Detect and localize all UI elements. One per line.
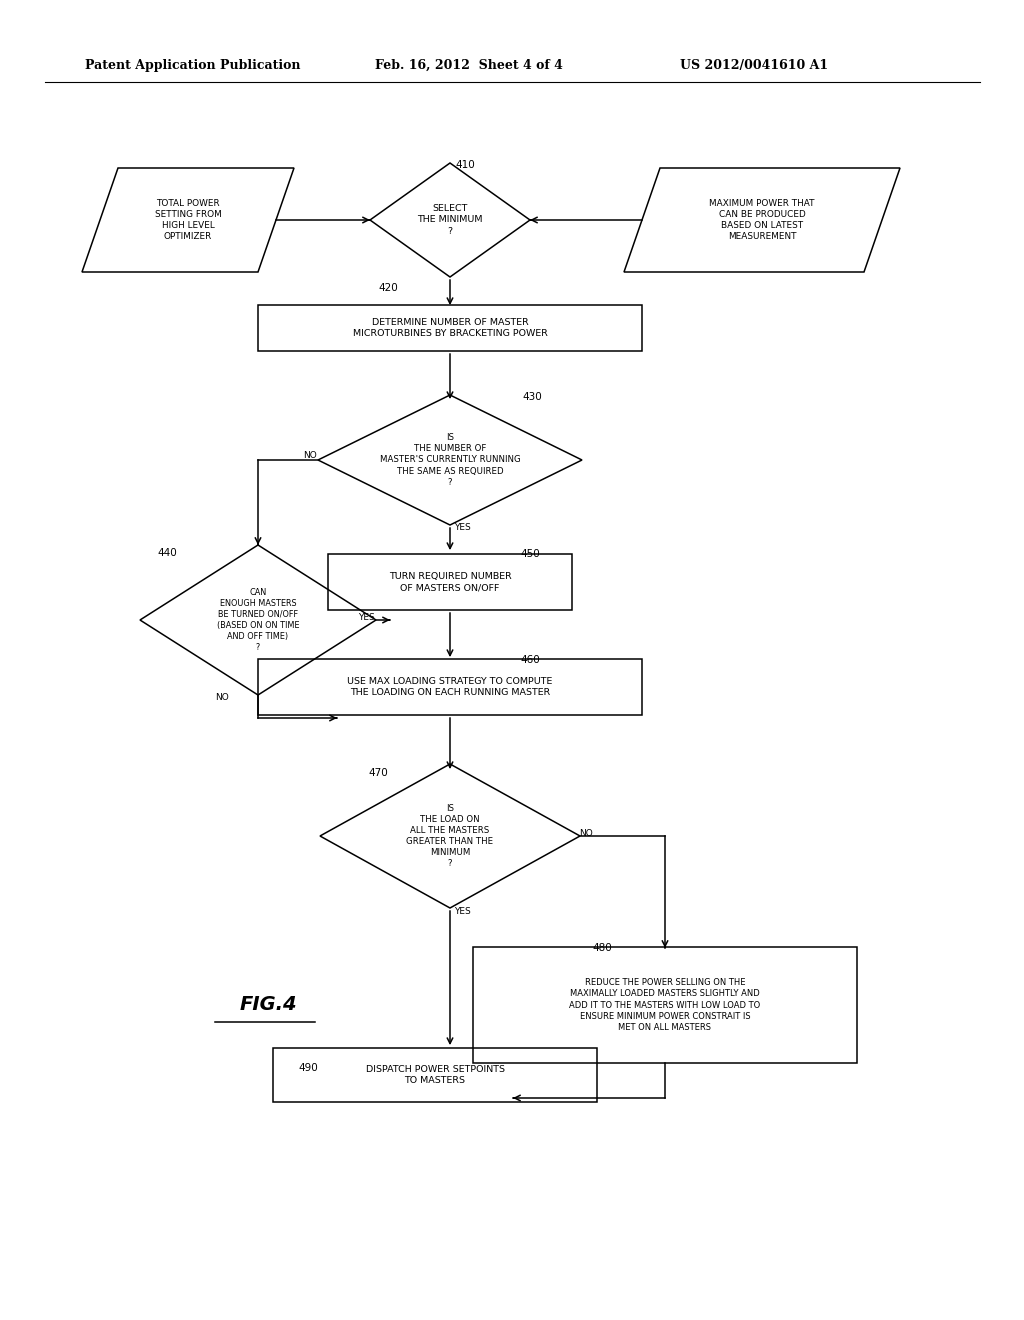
Text: Patent Application Publication: Patent Application Publication (85, 58, 300, 71)
Text: 430: 430 (522, 392, 542, 403)
Text: 490: 490 (298, 1063, 317, 1073)
Bar (328, 554, 572, 610)
Text: NO: NO (303, 450, 316, 459)
Text: NO: NO (580, 829, 593, 837)
Text: 410: 410 (455, 160, 475, 170)
Text: DISPATCH POWER SETPOINTS
TO MASTERS: DISPATCH POWER SETPOINTS TO MASTERS (366, 1065, 505, 1085)
Text: USE MAX LOADING STRATEGY TO COMPUTE
THE LOADING ON EACH RUNNING MASTER: USE MAX LOADING STRATEGY TO COMPUTE THE … (347, 677, 553, 697)
Text: 470: 470 (368, 768, 388, 777)
Text: Feb. 16, 2012  Sheet 4 of 4: Feb. 16, 2012 Sheet 4 of 4 (375, 58, 563, 71)
Text: 440: 440 (157, 548, 177, 558)
Text: IS
THE LOAD ON
ALL THE MASTERS
GREATER THAN THE
MINIMUM
?: IS THE LOAD ON ALL THE MASTERS GREATER T… (407, 804, 494, 869)
Text: DETERMINE NUMBER OF MASTER
MICROTURBINES BY BRACKETING POWER: DETERMINE NUMBER OF MASTER MICROTURBINES… (352, 318, 548, 338)
Text: 420: 420 (378, 282, 397, 293)
Text: YES: YES (357, 614, 375, 623)
Text: MAXIMUM POWER THAT
CAN BE PRODUCED
BASED ON LATEST
MEASUREMENT: MAXIMUM POWER THAT CAN BE PRODUCED BASED… (710, 199, 815, 242)
Text: 450: 450 (520, 549, 540, 558)
Text: US 2012/0041610 A1: US 2012/0041610 A1 (680, 58, 828, 71)
Text: SELECT
THE MINIMUM
?: SELECT THE MINIMUM ? (417, 205, 482, 235)
Text: FIG.4: FIG.4 (240, 995, 297, 1015)
Text: REDUCE THE POWER SELLING ON THE
MAXIMALLY LOADED MASTERS SLIGHTLY AND
ADD IT TO : REDUCE THE POWER SELLING ON THE MAXIMALL… (569, 978, 761, 1032)
Text: TOTAL POWER
SETTING FROM
HIGH LEVEL
OPTIMIZER: TOTAL POWER SETTING FROM HIGH LEVEL OPTI… (155, 199, 221, 242)
Text: YES: YES (454, 523, 470, 532)
Text: TURN REQUIRED NUMBER
OF MASTERS ON/OFF: TURN REQUIRED NUMBER OF MASTERS ON/OFF (389, 572, 511, 593)
Text: IS
THE NUMBER OF
MASTER'S CURRENTLY RUNNING
THE SAME AS REQUIRED
?: IS THE NUMBER OF MASTER'S CURRENTLY RUNN… (380, 433, 520, 487)
Text: 460: 460 (520, 655, 540, 665)
Text: YES: YES (454, 908, 470, 916)
Text: 480: 480 (592, 942, 611, 953)
Text: CAN
ENOUGH MASTERS
BE TURNED ON/OFF
(BASED ON ON TIME
AND OFF TIME)
?: CAN ENOUGH MASTERS BE TURNED ON/OFF (BAS… (217, 587, 299, 652)
Text: NO: NO (215, 693, 229, 701)
Bar (258, 659, 642, 715)
Bar (258, 305, 642, 351)
Bar (273, 1048, 597, 1102)
Bar (473, 946, 857, 1063)
